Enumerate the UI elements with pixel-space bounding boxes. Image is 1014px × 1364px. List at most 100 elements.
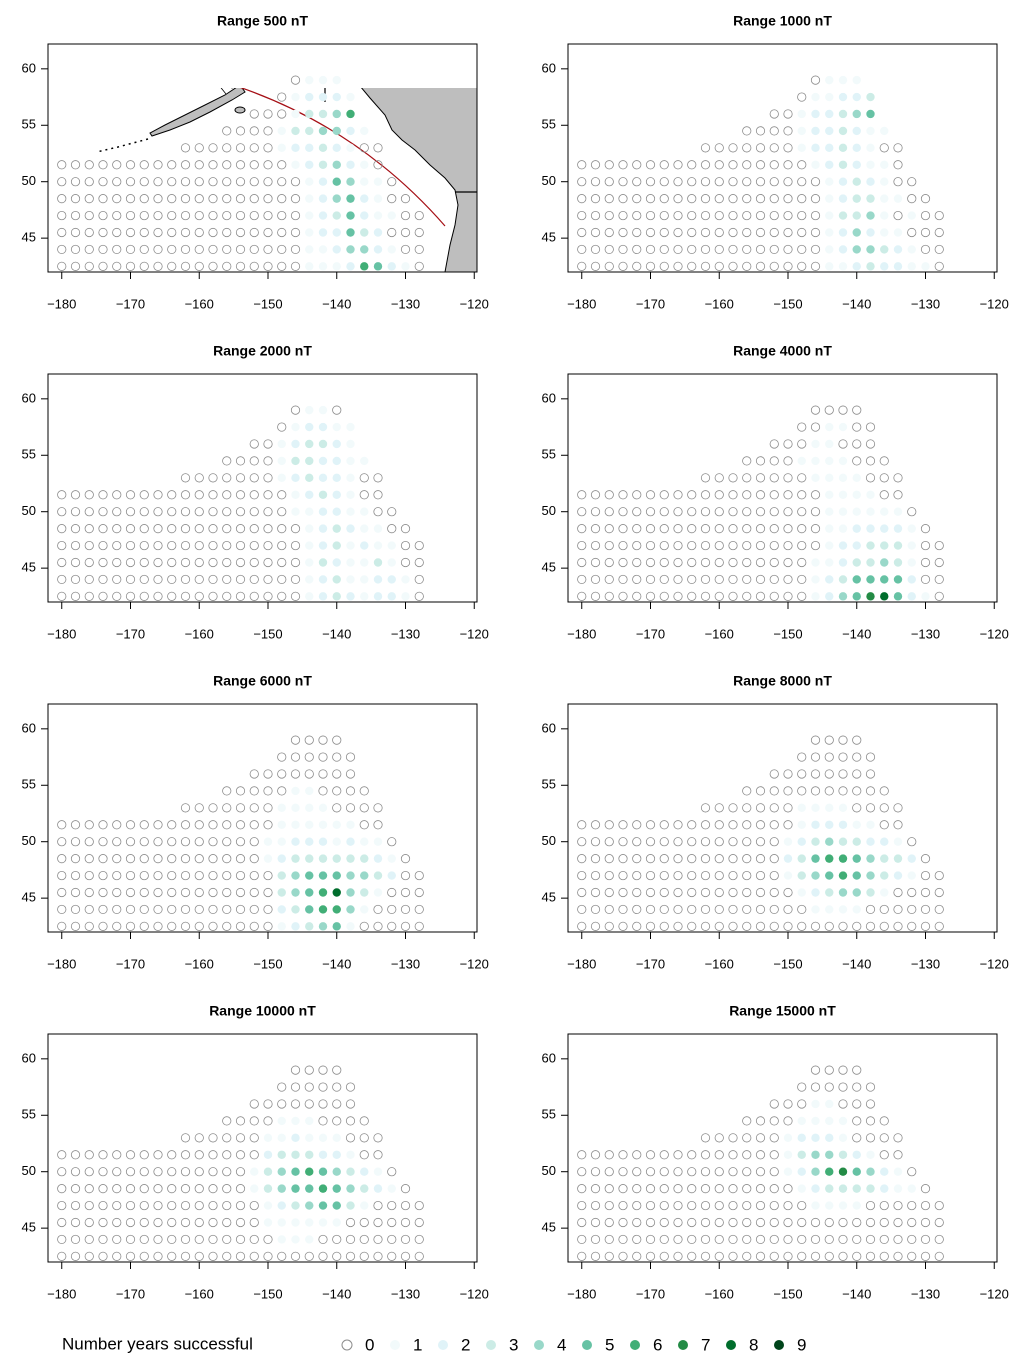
dot [893,262,903,271]
dot [180,1133,191,1143]
dot [98,1251,108,1261]
dot [180,490,191,500]
dot [318,558,328,567]
dot [318,1218,328,1227]
panel-title: Range 1000 nT [733,13,832,29]
dot [714,921,724,931]
dot [318,524,328,533]
x-tick-label: −150 [773,296,802,311]
dot [865,422,876,432]
x-tick-label: −160 [185,956,214,971]
dot [880,160,889,169]
dot [318,786,328,796]
dot [360,228,369,237]
dot [373,228,383,237]
dot [632,591,642,601]
dot [755,126,766,136]
dot [57,557,67,568]
dot [755,803,766,813]
dot [590,177,601,187]
dot [277,1150,286,1159]
dot [249,524,259,534]
dot [98,1217,108,1228]
dot [235,1184,246,1194]
y-tick-label: 45 [542,230,556,245]
dot [920,244,931,255]
dot [414,210,424,221]
dot [277,126,286,136]
dot [769,870,779,881]
dot [235,1133,246,1143]
dot [714,210,724,221]
dot [125,177,136,187]
dot [167,524,177,534]
dot [360,524,369,533]
dot [153,870,163,881]
dot [838,177,848,186]
dot [838,837,848,846]
dot [112,1217,122,1228]
x-tick-label: −120 [460,626,489,641]
dot [714,1217,724,1228]
dot [659,921,669,931]
dot [577,837,587,847]
dot [618,210,628,221]
dot [838,473,848,483]
dot [180,227,191,238]
dot [277,1082,287,1092]
dot [632,904,642,915]
dot [235,507,246,517]
dot [153,194,163,204]
dot [645,1150,656,1160]
dot [783,524,793,534]
dot [852,735,862,745]
dot [373,211,383,220]
dot [263,439,273,449]
dot [728,227,738,238]
dot [604,1184,614,1194]
dot [632,1234,642,1245]
dot [70,210,81,221]
dot [577,210,587,221]
x-tick-label: −130 [911,626,940,641]
dot [180,870,191,881]
dot [167,160,177,170]
dot [305,143,314,153]
dot [811,592,820,601]
dot [687,1217,697,1228]
dot [57,244,67,255]
dot [180,261,191,271]
dot [70,904,81,915]
dot [263,870,273,881]
dot [838,905,848,914]
dot [180,854,191,864]
dot [852,854,861,863]
dot [332,803,342,813]
dot [84,1234,94,1245]
basemap [96,88,478,273]
dot [728,1217,738,1228]
dot [783,160,793,170]
dot [783,1251,793,1261]
dot [755,837,766,847]
dot [360,837,369,846]
dot [687,837,697,847]
dot [838,92,848,102]
dot [852,871,861,880]
dot [139,1150,149,1160]
dot [604,177,614,187]
dot [742,143,752,153]
dot [879,786,889,796]
dot [332,905,341,914]
dot [632,490,642,500]
dot [277,261,287,271]
dot [318,126,328,136]
dot [180,194,191,204]
dot [825,422,834,432]
dot [618,524,628,534]
dot [797,473,807,483]
dot [208,1251,218,1261]
dot [318,1133,328,1143]
dot [57,261,67,271]
dot [632,1251,642,1261]
